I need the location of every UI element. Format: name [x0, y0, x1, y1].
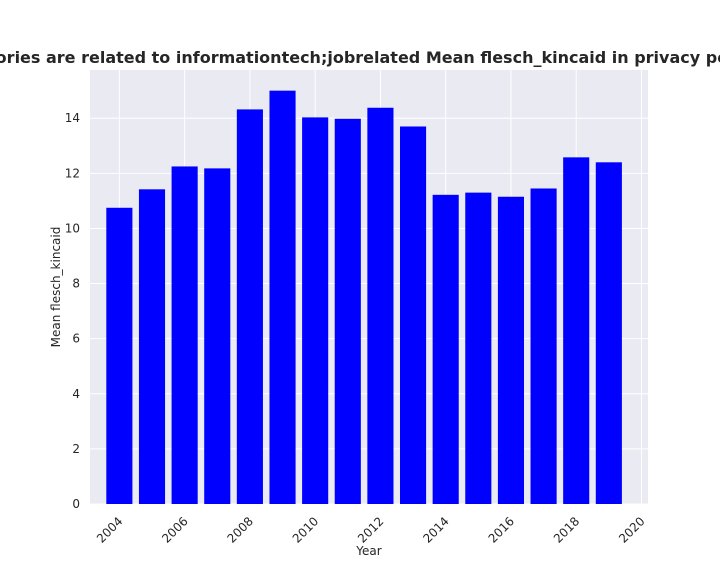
bar-2009 — [269, 91, 295, 504]
x-tick-label: 2012 — [355, 514, 386, 545]
bar-2019 — [596, 162, 622, 504]
y-axis-ticks: 0 2 4 6 8 10 12 14 — [65, 111, 80, 511]
y-tick-label: 14 — [65, 111, 80, 125]
y-tick-label: 12 — [65, 166, 80, 180]
x-tick-label: 2008 — [225, 514, 256, 545]
y-tick-label: 0 — [72, 497, 80, 511]
bar-2012 — [367, 108, 393, 504]
bar-2011 — [335, 119, 361, 504]
bar-2004 — [106, 208, 132, 504]
bar-2018 — [563, 157, 589, 504]
x-tick-label: 2018 — [551, 514, 582, 545]
x-tick-label: 2014 — [420, 514, 451, 545]
chart-title: n categories are related to informationt… — [0, 48, 720, 67]
y-axis-label: Mean flesch_kincaid — [49, 227, 63, 348]
y-tick-label: 2 — [72, 442, 80, 456]
bar-2008 — [237, 109, 263, 504]
bar-2017 — [531, 188, 557, 504]
x-tick-label: 2020 — [616, 514, 647, 545]
x-tick-label: 2016 — [486, 514, 517, 545]
y-tick-label: 10 — [65, 221, 80, 235]
y-tick-label: 8 — [72, 277, 80, 291]
x-tick-label: 2010 — [290, 514, 321, 545]
x-tick-label: 2004 — [94, 514, 125, 545]
bar-2005 — [139, 189, 165, 504]
bar-2013 — [400, 126, 426, 504]
x-axis-label: Year — [355, 544, 381, 558]
bar-2007 — [204, 168, 230, 504]
bar-2006 — [172, 166, 198, 504]
bar-2014 — [433, 195, 459, 504]
x-tick-label: 2006 — [159, 514, 190, 545]
x-axis-ticks: 2004 2006 2008 2010 2012 2014 2016 2018 2020 — [94, 514, 648, 545]
bar-2015 — [465, 193, 491, 504]
bar-2010 — [302, 117, 328, 504]
y-tick-label: 4 — [72, 387, 80, 401]
bar-2016 — [498, 197, 524, 504]
y-tick-label: 6 — [72, 332, 80, 346]
